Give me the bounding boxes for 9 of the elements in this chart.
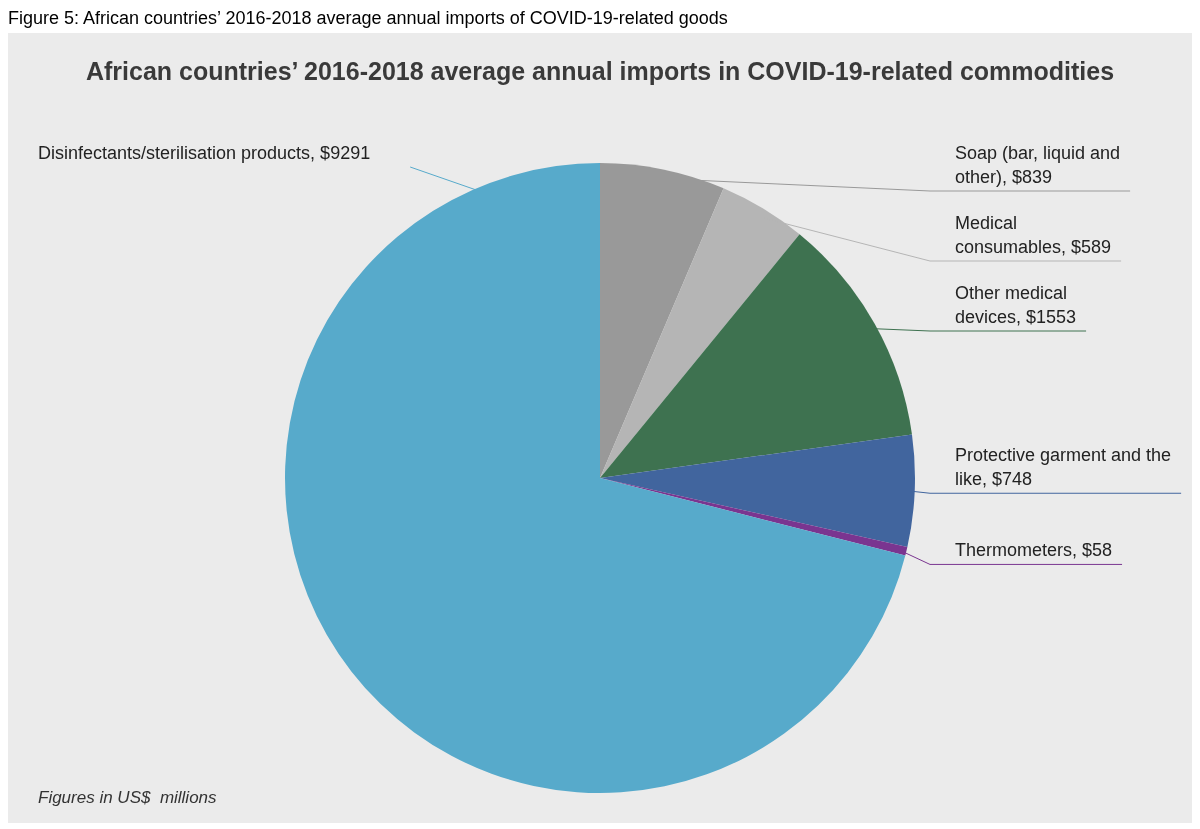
text: Figures in US$ millions bbox=[38, 788, 218, 807]
slice-label: Protective garment and the like, $748 bbox=[955, 445, 1172, 490]
chart-title: African countries’ 2016-2018 average annual imports in COVID-19-related commodities bbox=[85, 56, 1115, 85]
slice-label: Medical consumables, $589 bbox=[955, 212, 1112, 257]
slice-label: Soap (bar, liquid and other), $839 bbox=[955, 142, 1121, 187]
slice-label: Other medical devices, $1553 bbox=[955, 282, 1077, 327]
slice-label: Thermometers, $58 bbox=[955, 540, 1113, 561]
slice-label: Disinfectants/sterilisation products, $9291 bbox=[38, 142, 371, 163]
caption: Figure 5: African countries’ 2016-2018 average annual imports of COVID-19-related goods bbox=[8, 8, 729, 29]
